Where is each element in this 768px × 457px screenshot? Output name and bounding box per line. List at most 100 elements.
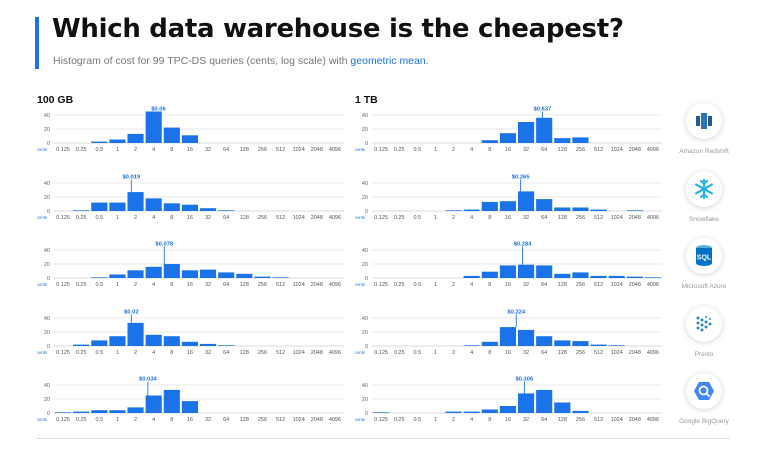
histogram-bar xyxy=(572,410,589,413)
x-tick-label: 32 xyxy=(523,417,529,423)
x-tick-label: 0.125 xyxy=(374,147,388,153)
x-tick-label: 0.25 xyxy=(76,147,87,153)
vendor-item: Snowflake xyxy=(664,171,744,223)
x-tick-label: 8 xyxy=(488,282,491,288)
x-tick-label: 0.25 xyxy=(394,147,405,153)
mean-label: $0.034 xyxy=(139,377,158,383)
y-tick-label: 20 xyxy=(44,195,50,201)
histogram-bar xyxy=(181,401,198,413)
x-tick-label: 32 xyxy=(523,282,529,288)
x-tick-label: 1 xyxy=(434,417,437,423)
histogram-chart: 0 20 40 0.125 0.25 0.5 1 2 4 8 16 32 64 128 256 512 1024… xyxy=(37,107,344,153)
x-tick-label: 256 xyxy=(576,282,585,288)
x-tick-label: 32 xyxy=(523,215,529,221)
y-tick-label: 0 xyxy=(47,276,50,282)
histogram-bar xyxy=(127,133,144,143)
x-axis-unit-label: cents xyxy=(37,350,47,355)
x-tick-label: 64 xyxy=(541,417,547,423)
y-tick-label: 40 xyxy=(362,316,368,322)
y-tick-label: 0 xyxy=(365,411,368,417)
histogram-bar xyxy=(91,141,108,143)
vendor-item: Amazon Redshift xyxy=(664,103,744,155)
histogram-bar xyxy=(163,389,180,413)
x-tick-label: 512 xyxy=(594,350,603,356)
histogram-bar xyxy=(518,122,535,143)
histogram-bar xyxy=(499,265,516,278)
redshift-icon xyxy=(686,103,722,139)
histogram-bar xyxy=(163,264,180,278)
x-tick-label: 4096 xyxy=(329,350,341,356)
x-tick-label: 512 xyxy=(594,417,603,423)
histogram-bar xyxy=(109,410,126,413)
x-tick-label: 0.125 xyxy=(374,350,388,356)
x-tick-label: 64 xyxy=(541,215,547,221)
vendor-item: Google BigQuery xyxy=(664,373,744,425)
histogram-bar xyxy=(218,210,235,211)
histogram-bar xyxy=(181,135,198,143)
x-tick-label: 0.25 xyxy=(394,282,405,288)
x-tick-label: 1024 xyxy=(293,147,305,153)
x-tick-label: 64 xyxy=(541,282,547,288)
x-tick-label: 2048 xyxy=(311,417,323,423)
x-tick-label: 4 xyxy=(152,282,155,288)
histogram-bar xyxy=(254,276,271,278)
x-axis-unit-label: cents xyxy=(37,417,47,422)
x-tick-label: 1024 xyxy=(611,350,623,356)
x-tick-label: 8 xyxy=(488,147,491,153)
vendor-item: SQL Microsoft Azure xyxy=(664,238,744,290)
x-tick-label: 4 xyxy=(470,417,473,423)
x-tick-label: 0.5 xyxy=(413,215,421,221)
histogram-bar xyxy=(536,389,553,413)
vendor-name: Snowflake xyxy=(689,216,719,223)
x-tick-label: 1 xyxy=(434,350,437,356)
x-tick-label: 16 xyxy=(505,350,511,356)
histogram-bar xyxy=(554,207,571,211)
x-tick-label: 16 xyxy=(505,215,511,221)
x-tick-label: 4 xyxy=(470,282,473,288)
histogram-chart: 0 20 40 0.125 0.25 0.5 1 2 4 8 16 32 64 128 256 512 1024… xyxy=(37,242,344,288)
y-tick-label: 40 xyxy=(44,383,50,389)
x-tick-label: 8 xyxy=(170,147,173,153)
x-tick-label: 256 xyxy=(576,147,585,153)
page-subtitle: Histogram of cost for 99 TPC-DS queries … xyxy=(53,55,429,67)
x-tick-label: 32 xyxy=(205,282,211,288)
histogram-bar xyxy=(109,274,126,278)
x-tick-label: 0.125 xyxy=(374,417,388,423)
histogram-chart: 0 20 40 0.125 0.25 0.5 1 2 4 8 16 32 64 128 256 512 1024… xyxy=(355,242,662,288)
x-tick-label: 512 xyxy=(276,350,285,356)
mean-label: $0.078 xyxy=(155,242,174,248)
x-tick-label: 1024 xyxy=(293,282,305,288)
histogram-bar xyxy=(572,272,589,278)
x-tick-label: 128 xyxy=(240,417,249,423)
x-tick-label: 32 xyxy=(523,350,529,356)
x-tick-label: 2048 xyxy=(311,215,323,221)
x-tick-label: 0.5 xyxy=(95,215,103,221)
histogram-bar xyxy=(236,273,253,278)
x-tick-label: 64 xyxy=(223,350,229,356)
mean-label: $0.265 xyxy=(512,175,531,181)
histogram-bar xyxy=(536,336,553,346)
x-tick-label: 1 xyxy=(116,350,119,356)
presto-icon xyxy=(686,306,722,342)
x-tick-label: 512 xyxy=(594,215,603,221)
y-tick-label: 40 xyxy=(362,181,368,187)
x-tick-label: 0.5 xyxy=(95,147,103,153)
histogram-bar xyxy=(109,139,126,143)
y-tick-label: 20 xyxy=(362,127,368,133)
histogram-bar xyxy=(91,277,108,278)
histogram-bar xyxy=(109,336,126,346)
x-axis-unit-label: cents xyxy=(37,147,47,152)
mean-label: $0.06 xyxy=(151,107,166,113)
histogram-bar xyxy=(572,341,589,346)
histogram-bar xyxy=(373,412,390,413)
y-tick-label: 20 xyxy=(362,397,368,403)
x-tick-label: 2 xyxy=(134,215,137,221)
x-tick-label: 4096 xyxy=(329,215,341,221)
x-tick-label: 256 xyxy=(258,282,267,288)
x-tick-label: 256 xyxy=(576,350,585,356)
x-tick-label: 64 xyxy=(223,417,229,423)
x-tick-label: 16 xyxy=(187,350,193,356)
vendor-name: Microsoft Azure xyxy=(681,283,727,290)
histogram-bar xyxy=(200,269,217,278)
x-tick-label: 512 xyxy=(276,282,285,288)
